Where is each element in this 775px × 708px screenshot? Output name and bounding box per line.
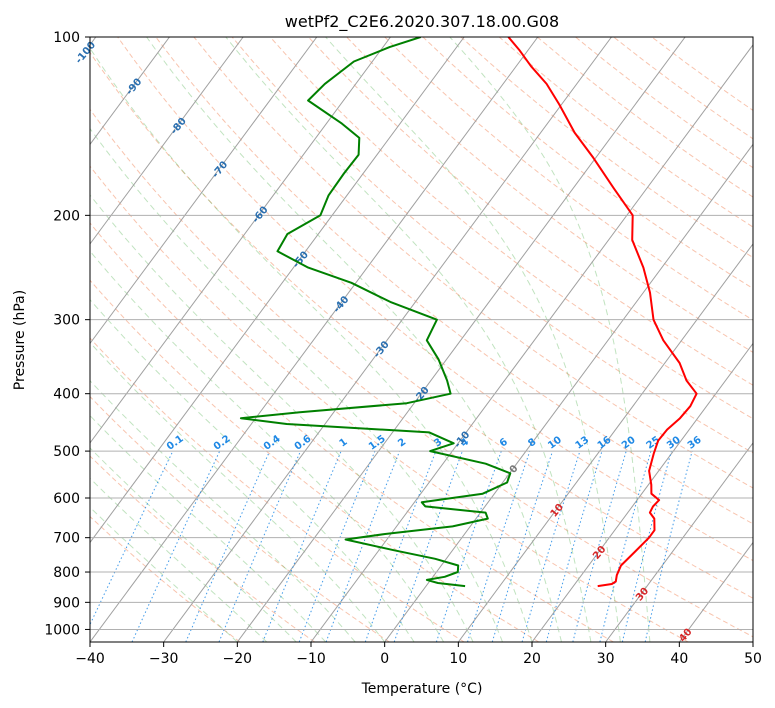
y-tick-label: 400 <box>53 387 80 403</box>
moist-adiabat-line <box>325 37 621 642</box>
isotherm-line <box>531 342 753 642</box>
dewpoint-profile-line <box>239 37 512 588</box>
moist-adiabat-line <box>90 414 327 642</box>
mixing-ratio-line <box>364 450 437 642</box>
isotherm-line <box>457 243 753 642</box>
moist-adiabat-line <box>225 37 592 642</box>
moist-adiabat-line <box>90 379 356 642</box>
background-lines <box>90 37 753 642</box>
moist-adiabat-line <box>90 341 386 642</box>
mixing-ratio-line <box>545 450 603 642</box>
x-tick-label: 30 <box>597 651 615 667</box>
dry-adiabat-line <box>422 37 753 290</box>
mixing-ratio-line <box>521 450 581 642</box>
plot-frame <box>89 36 754 643</box>
moist-adiabat-line <box>90 127 503 642</box>
sounding-profiles <box>239 37 698 588</box>
mixing-ratio-line <box>644 450 693 642</box>
isobar-gridlines <box>90 37 753 630</box>
isotherm-line <box>310 44 753 642</box>
x-axis-label: Temperature (°C) <box>361 681 483 697</box>
y-tick-label: 700 <box>53 531 80 547</box>
y-axis-label: Pressure (hPa) <box>12 290 28 390</box>
isotherm-line <box>163 37 612 642</box>
moist-adiabat-line <box>90 506 238 642</box>
y-tick-label: 900 <box>53 595 80 611</box>
y-tick-label: 500 <box>53 444 80 460</box>
mixing-ratio-line <box>435 450 502 642</box>
mixing-ratio-line <box>218 450 301 642</box>
moist-adiabat-line <box>90 47 533 642</box>
isotherm-line <box>90 37 465 544</box>
moist-adiabat-line <box>90 447 297 642</box>
dry-adiabat-line <box>90 51 753 599</box>
x-axis: −40 −30 −20 −10 0 10 20 30 40 50 <box>75 642 762 667</box>
x-tick-label: −20 <box>223 651 253 667</box>
isotherm-line <box>605 442 753 642</box>
isotherm-line <box>90 37 170 146</box>
y-tick-label: 1000 <box>44 622 80 638</box>
dry-adiabat-line <box>308 37 753 386</box>
x-tick-label: −30 <box>149 651 179 667</box>
y-tick-label: 200 <box>53 208 80 224</box>
mixing-ratio-line <box>599 450 652 642</box>
y-tick-label: 600 <box>53 491 80 507</box>
x-tick-label: 20 <box>523 651 541 667</box>
moist-adiabat-line <box>90 477 268 642</box>
mixing-ratio-line <box>467 450 531 642</box>
dry-adiabat-line <box>155 37 753 525</box>
y-tick-label: 100 <box>53 30 80 46</box>
dry-adiabat-line <box>90 337 465 642</box>
isotherm-line <box>90 37 539 642</box>
y-axis: 100 200 300 400 500 600 700 800 900 1000 <box>44 30 90 638</box>
mixing-ratio-line <box>185 450 271 642</box>
moist-adiabat-line <box>449 37 651 642</box>
x-tick-label: 40 <box>670 651 688 667</box>
dry-adiabat-line <box>193 37 753 489</box>
mixing-ratio-line <box>262 450 342 642</box>
x-tick-label: −10 <box>296 651 326 667</box>
y-tick-label: 800 <box>53 565 80 581</box>
isotherm-line <box>236 37 686 642</box>
mixing-ratio-line <box>298 450 376 642</box>
chart-title: wetPf2_C2E6.2020.307.18.00.G08 <box>285 12 559 32</box>
mixing-ratio-line <box>491 450 554 642</box>
x-tick-label: 10 <box>449 651 467 667</box>
isotherm-line <box>90 37 244 245</box>
moist-adiabat-line <box>90 298 415 642</box>
mixing-ratio-line <box>393 450 463 642</box>
isotherm-line <box>90 37 318 345</box>
x-tick-label: 50 <box>744 651 762 667</box>
temperature-profile-line <box>507 37 698 588</box>
dry-adiabat-line <box>90 515 241 642</box>
mixing-ratio-line <box>572 450 627 642</box>
dry-adiabat-line <box>90 395 390 642</box>
x-tick-label: −40 <box>75 651 105 667</box>
dry-adiabat-line <box>90 222 614 642</box>
mixing-ratio-line <box>325 450 401 642</box>
dry-adiabat-line <box>90 165 689 642</box>
moist-adiabat-line <box>146 37 562 642</box>
x-tick-label: 0 <box>380 651 389 667</box>
dry-adiabat-line <box>90 279 540 642</box>
dry-adiabat-line <box>269 37 753 420</box>
isotherm-line <box>384 143 753 642</box>
isotherm-line <box>90 37 391 444</box>
dry-adiabat-line <box>384 37 753 321</box>
mixing-ratio-line <box>621 450 672 642</box>
y-tick-label: 300 <box>53 313 80 329</box>
